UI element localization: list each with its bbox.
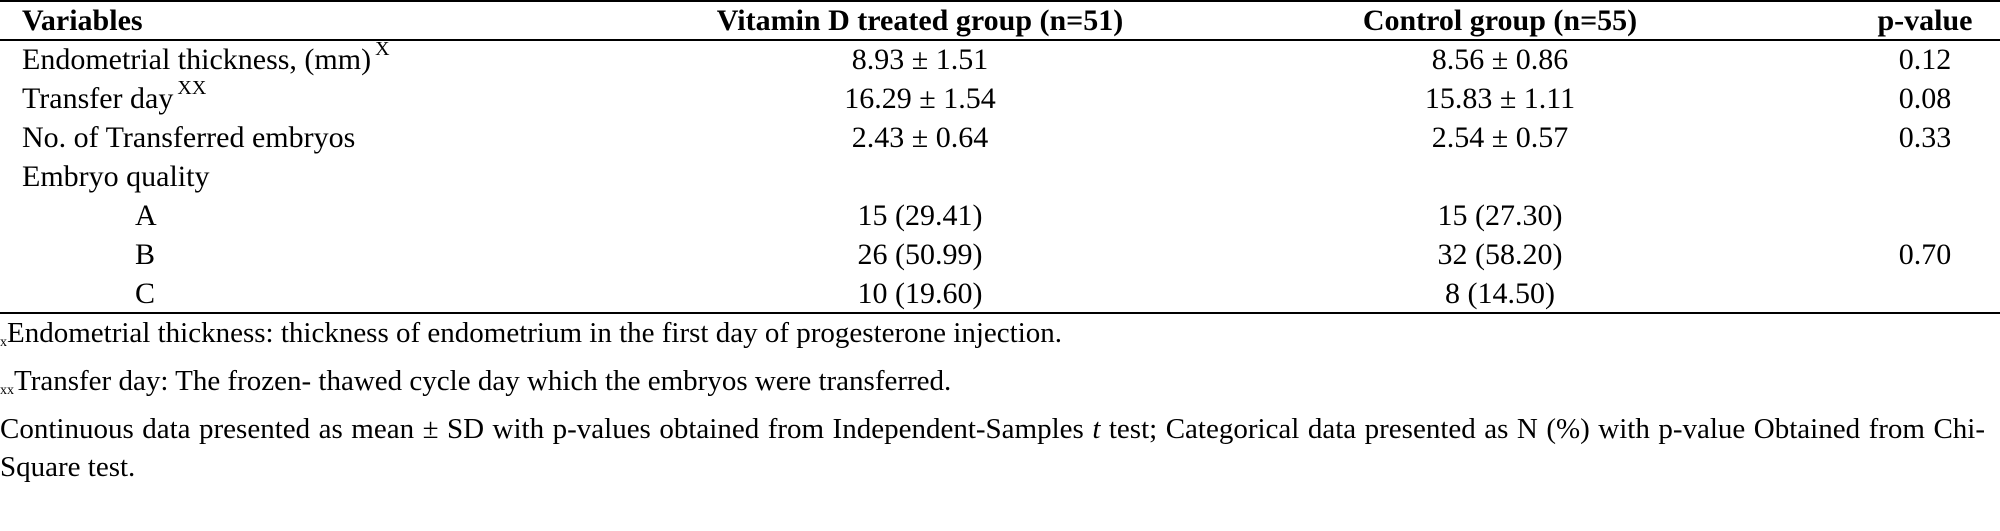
footnote-statistics: Continuous data presented as mean ± SD w… xyxy=(0,410,1985,486)
table-row: C 10 (19.60) 8 (14.50) xyxy=(0,275,2000,313)
row-label-text: Transfer day xyxy=(22,82,174,115)
p-value: 0.33 xyxy=(1898,121,1952,154)
vitamin-value: 26 (50.99) xyxy=(857,238,983,271)
footnote-text: test; Categorical data presented as N (%… xyxy=(0,413,1986,483)
row-label-text: Endometrial thickness, (mm) xyxy=(22,43,372,76)
vitamin-value: 8.93 ± 1.51 xyxy=(851,43,989,76)
p-value: 0.70 xyxy=(1898,238,1952,271)
table-row: Endometrial thickness, (mm) X 8.93 ± 1.51… xyxy=(0,38,2000,82)
table-row: No. of Transferred embryos 2.43 ± 0.64 2… xyxy=(0,119,2000,157)
table-top-rule xyxy=(0,0,2000,2)
control-value: 32 (58.20) xyxy=(1437,238,1563,271)
table-row: Transfer day XX 16.29 ± 1.54 15.83 ± 1.11… xyxy=(0,77,2000,121)
table-footnotes: xEndometrial thickness: thickness of end… xyxy=(0,314,1990,486)
footnote-text: Transfer day: The frozen- thawed cycle d… xyxy=(14,365,952,397)
vitamin-value: 16.29 ± 1.54 xyxy=(844,82,996,115)
footnote-marker: XX xyxy=(177,77,207,99)
control-value: 2.54 ± 0.57 xyxy=(1431,121,1569,154)
footnote-italic-t: t xyxy=(1092,413,1101,445)
table-row: A 15 (29.41) 15 (27.30) xyxy=(0,197,2000,235)
footnote-endometrial: xEndometrial thickness: thickness of end… xyxy=(0,314,1990,362)
footnote-text: Endometrial thickness: thickness of endo… xyxy=(7,317,1063,349)
row-label: B xyxy=(135,238,156,271)
vitamin-value: 10 (19.60) xyxy=(857,277,983,310)
table-row: Embryo quality xyxy=(0,158,2000,196)
p-value: 0.12 xyxy=(1898,43,1952,76)
row-label: Endometrial thickness, (mm) X xyxy=(22,38,390,82)
footnote-text: Continuous data presented as mean ± SD w… xyxy=(0,413,1093,445)
control-value: 8 (14.50) xyxy=(1445,277,1555,310)
footnote-marker: X xyxy=(375,38,390,60)
table-row: B 26 (50.99) 32 (58.20) 0.70 xyxy=(0,236,2000,274)
row-label: No. of Transferred embryos xyxy=(22,121,356,154)
header-control-group: Control group (n=55) xyxy=(1362,4,1638,37)
footnote-mark-x: x xyxy=(0,335,7,350)
table-header-rule xyxy=(0,39,2000,41)
row-label: C xyxy=(135,277,156,310)
row-label: A xyxy=(135,199,157,232)
header-variables: Variables xyxy=(22,4,143,37)
header-vitamin-group: Vitamin D treated group (n=51) xyxy=(716,4,1124,37)
row-label: Transfer day XX xyxy=(22,77,207,121)
header-p-value: p-value xyxy=(1877,4,1973,37)
footnote-transfer-day: xxTransfer day: The frozen- thawed cycle… xyxy=(0,362,1990,410)
table-bottom-rule xyxy=(0,312,2000,314)
vitamin-value: 2.43 ± 0.64 xyxy=(851,121,989,154)
control-value: 8.56 ± 0.86 xyxy=(1431,43,1569,76)
control-value: 15.83 ± 1.11 xyxy=(1424,82,1576,115)
control-value: 15 (27.30) xyxy=(1437,199,1563,232)
table-header-row: Variables Vitamin D treated group (n=51)… xyxy=(0,2,2000,40)
footnote-mark-xx: xx xyxy=(0,383,14,398)
p-value: 0.08 xyxy=(1898,82,1952,115)
vitamin-value: 15 (29.41) xyxy=(857,199,983,232)
row-label: Embryo quality xyxy=(22,160,210,193)
